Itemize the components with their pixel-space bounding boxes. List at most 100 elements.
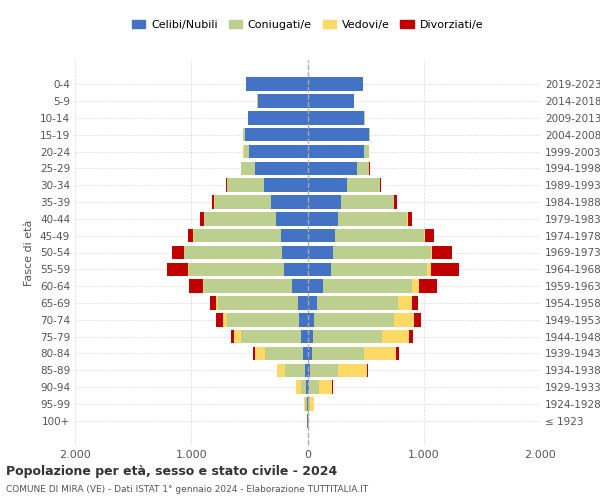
Bar (253, 346, 254, 360)
Bar (298, 296, 308, 310)
Bar (394, 313, 415, 326)
Bar (284, 262, 308, 276)
Bar (184, 246, 282, 259)
Bar (231, 330, 234, 344)
Bar (304, 397, 305, 410)
Bar (276, 212, 308, 226)
Bar (308, 280, 323, 293)
Bar (218, 296, 298, 310)
Bar (265, 178, 308, 192)
Bar (308, 364, 310, 377)
Bar (308, 145, 364, 158)
Bar (310, 397, 314, 410)
Bar (308, 346, 311, 360)
Bar (308, 380, 309, 394)
Bar (210, 296, 215, 310)
Bar (331, 262, 427, 276)
Bar (188, 229, 193, 242)
Bar (226, 178, 227, 192)
Bar (299, 313, 308, 326)
Bar (254, 346, 265, 360)
Bar (308, 162, 358, 175)
Bar (212, 196, 214, 209)
Bar (308, 262, 331, 276)
Bar (204, 280, 292, 293)
Bar (425, 229, 434, 242)
Bar (424, 229, 425, 242)
Bar (204, 212, 276, 226)
Bar (248, 111, 308, 124)
Legend: Celibi/Nubili, Coniugati/e, Vedovi/e, Divorziati/e: Celibi/Nubili, Coniugati/e, Vedovi/e, Di… (128, 16, 487, 34)
Bar (277, 364, 286, 377)
Bar (319, 380, 332, 394)
Bar (419, 280, 437, 293)
Bar (194, 229, 281, 242)
Y-axis label: Fasce di età: Fasce di età (25, 220, 34, 286)
Text: Popolazione per età, sesso e stato civile - 2024: Popolazione per età, sesso e stato civil… (6, 465, 337, 478)
Bar (394, 196, 397, 209)
Bar (341, 196, 394, 209)
Bar (408, 212, 412, 226)
Bar (338, 212, 407, 226)
Bar (243, 128, 245, 141)
Bar (257, 94, 308, 108)
Bar (314, 313, 394, 326)
Bar (308, 178, 347, 192)
Bar (308, 246, 333, 259)
Bar (308, 111, 364, 124)
Bar (415, 313, 421, 326)
Text: COMUNE DI MIRA (VE) - Dati ISTAT 1° gennaio 2024 - Elaborazione TUTTITALIA.IT: COMUNE DI MIRA (VE) - Dati ISTAT 1° genn… (6, 485, 368, 494)
Bar (347, 178, 380, 192)
Bar (308, 296, 317, 310)
Bar (433, 246, 452, 259)
Bar (244, 145, 250, 158)
Bar (323, 280, 412, 293)
Bar (305, 397, 307, 410)
Bar (431, 262, 458, 276)
Bar (281, 229, 308, 242)
Bar (292, 280, 308, 293)
Bar (427, 262, 431, 276)
Bar (313, 330, 382, 344)
Bar (241, 330, 301, 344)
Bar (265, 346, 304, 360)
Bar (335, 229, 424, 242)
Bar (189, 280, 203, 293)
Bar (271, 196, 308, 209)
Bar (203, 280, 204, 293)
Bar (309, 380, 319, 394)
Bar (358, 162, 369, 175)
Bar (223, 313, 227, 326)
Bar (311, 346, 364, 360)
Bar (250, 145, 308, 158)
Bar (398, 296, 412, 310)
Bar (189, 262, 284, 276)
Bar (369, 128, 370, 141)
Bar (307, 380, 308, 394)
Bar (172, 246, 184, 259)
Bar (245, 128, 308, 141)
Bar (234, 330, 241, 344)
Bar (382, 330, 409, 344)
Bar (301, 330, 308, 344)
Bar (167, 262, 188, 276)
Bar (412, 280, 419, 293)
Bar (364, 145, 369, 158)
Bar (308, 196, 341, 209)
Bar (215, 313, 223, 326)
Bar (409, 330, 413, 344)
Bar (308, 128, 369, 141)
Bar (305, 364, 308, 377)
Bar (412, 296, 418, 310)
Bar (367, 364, 368, 377)
Bar (308, 78, 364, 91)
Bar (286, 364, 305, 377)
Bar (200, 212, 204, 226)
Bar (301, 380, 307, 394)
Bar (246, 78, 308, 91)
Bar (308, 313, 314, 326)
Bar (431, 246, 433, 259)
Bar (380, 178, 381, 192)
Bar (215, 196, 271, 209)
Bar (308, 94, 354, 108)
